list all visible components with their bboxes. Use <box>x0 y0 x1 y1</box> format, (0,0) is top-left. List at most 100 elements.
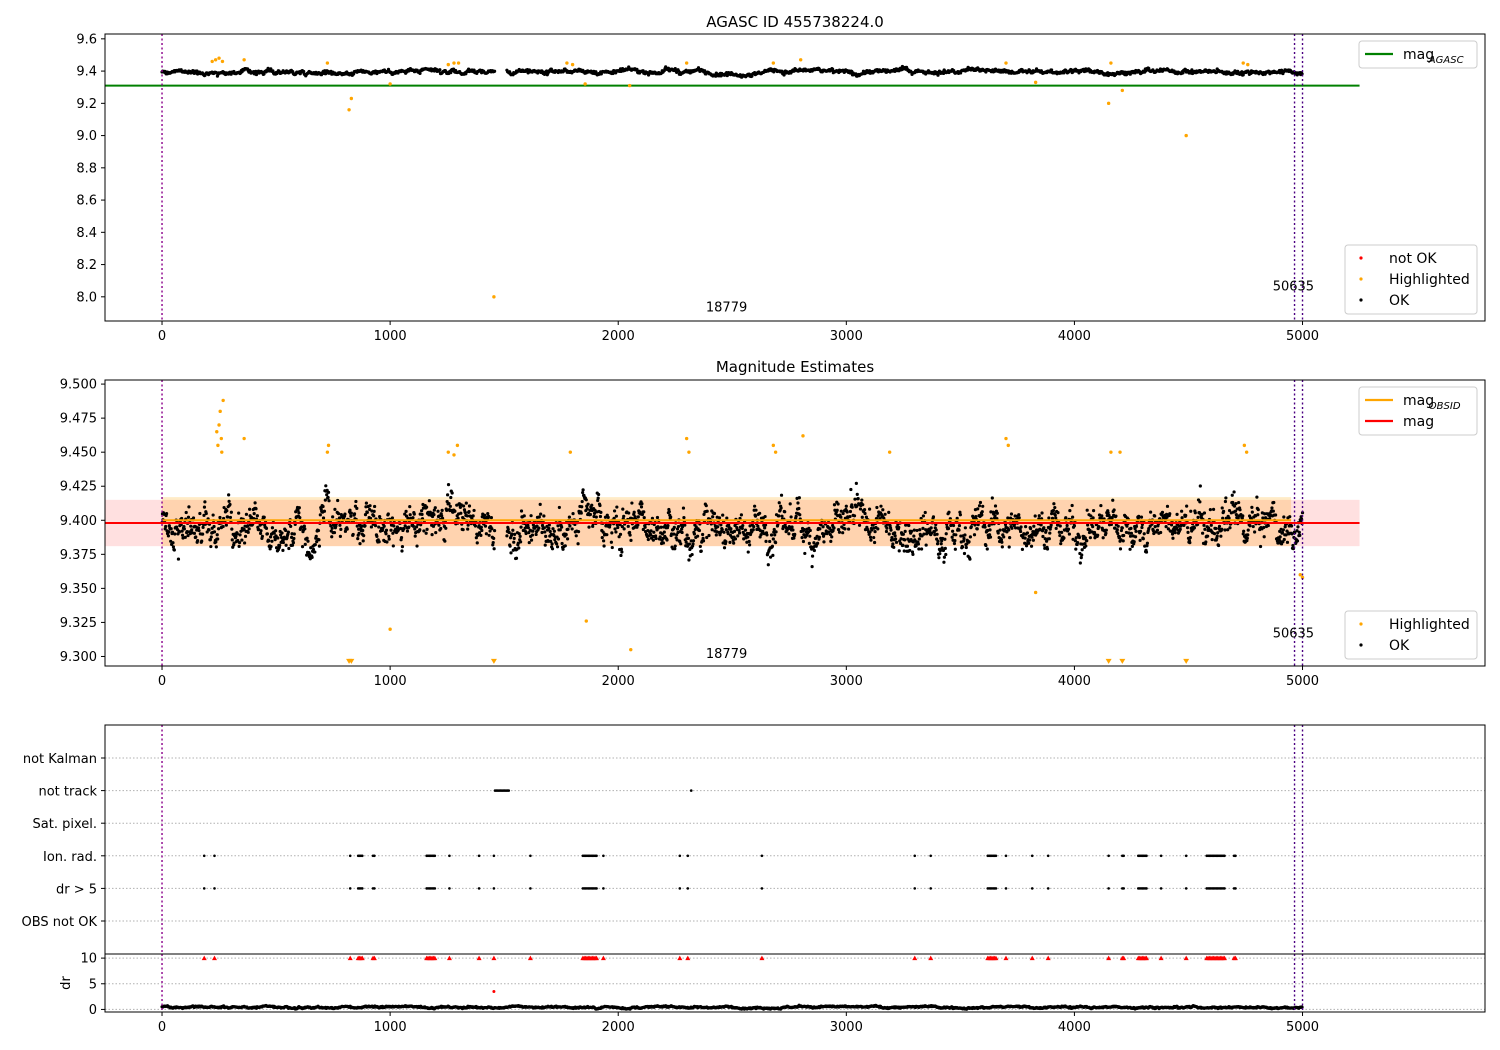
ok-point <box>420 509 424 513</box>
ok-point <box>537 515 541 519</box>
ok-point <box>338 534 342 538</box>
off-scale-triangle <box>1105 658 1112 664</box>
ok-point <box>1054 516 1058 520</box>
ok-point <box>652 530 656 534</box>
ok-point <box>229 510 233 514</box>
ok-point <box>1073 539 1077 543</box>
ok-point <box>467 509 471 514</box>
ok-point <box>303 542 307 546</box>
ok-point <box>1256 507 1260 512</box>
ok-point <box>1245 539 1249 543</box>
panel1-ytick-label: 8.2 <box>76 258 97 273</box>
ok-point <box>483 524 488 528</box>
ok-point <box>549 539 553 544</box>
ok-point <box>461 504 466 508</box>
ok-point <box>1070 503 1074 508</box>
ok-point <box>1000 545 1004 549</box>
ok-point <box>287 546 291 551</box>
highlighted-point <box>799 58 803 62</box>
ok-point <box>420 512 424 517</box>
panel1-bottom-legend-marker <box>1359 256 1363 260</box>
ok-point <box>362 534 366 538</box>
ok-point <box>313 550 317 554</box>
ok-point <box>1086 523 1090 527</box>
ok-point <box>479 533 483 537</box>
ok-point <box>1206 526 1211 530</box>
ok-point <box>333 507 337 511</box>
highlighted-point <box>687 450 691 454</box>
ok-point <box>580 505 584 509</box>
ok-point <box>747 539 751 544</box>
ok-point <box>1096 533 1100 537</box>
ok-point <box>1216 531 1220 535</box>
ok-point <box>1080 548 1084 552</box>
flag-marker <box>929 854 933 858</box>
ok-point <box>917 537 921 541</box>
ok-point <box>914 544 918 548</box>
ok-point <box>808 528 812 533</box>
ok-point <box>602 544 606 548</box>
ok-point <box>492 547 496 551</box>
ok-point <box>227 493 231 497</box>
ok-point <box>400 545 405 549</box>
ok-point <box>336 512 341 516</box>
ok-point <box>722 546 727 550</box>
ok-point <box>1089 514 1093 518</box>
panel1-xtick-label: 3000 <box>830 329 863 344</box>
panel2-xtick-label: 0 <box>158 674 166 689</box>
ok-point <box>1282 515 1286 519</box>
ok-point <box>591 524 595 528</box>
ok-point <box>1053 513 1057 517</box>
ok-point <box>1219 534 1223 538</box>
ok-point <box>212 530 217 534</box>
flag-marker <box>529 887 532 890</box>
ok-point <box>254 72 259 77</box>
ok-point <box>490 527 494 531</box>
ok-point <box>729 527 733 531</box>
ok-point <box>832 526 836 530</box>
ok-point <box>1064 516 1068 520</box>
ok-point <box>673 544 677 548</box>
ok-point <box>981 504 985 508</box>
ok-point <box>553 538 557 542</box>
ok-point <box>592 511 597 516</box>
ok-point <box>873 530 877 534</box>
ok-point <box>810 554 815 558</box>
ok-point <box>1079 555 1083 560</box>
ok-point <box>963 533 967 537</box>
ok-point <box>975 527 979 531</box>
obsid-annotation: 50635 <box>1273 626 1314 641</box>
ok-point <box>292 536 296 541</box>
ok-point <box>590 503 594 507</box>
flag-marker <box>1004 887 1008 890</box>
ok-point <box>1284 533 1288 537</box>
ok-point <box>560 541 564 546</box>
ok-point <box>739 513 743 517</box>
ok-point <box>599 510 603 515</box>
ok-point <box>1238 508 1242 512</box>
ok-point <box>950 535 954 539</box>
ok-point <box>1208 508 1212 512</box>
ok-point <box>984 70 988 74</box>
highlighted-point <box>452 61 456 65</box>
ok-point <box>413 534 417 538</box>
ok-point <box>177 530 181 534</box>
ok-point <box>418 71 422 75</box>
ok-point <box>1220 506 1224 510</box>
ok-point <box>911 552 915 557</box>
ok-point <box>425 505 429 509</box>
ok-point <box>705 535 709 540</box>
highlighted-point <box>213 58 218 62</box>
ok-point <box>1159 530 1163 535</box>
ok-point <box>667 510 671 514</box>
ok-point <box>1258 544 1263 549</box>
panel1-ytick-label: 9.6 <box>76 32 97 47</box>
ok-point <box>364 501 369 505</box>
ok-point <box>402 527 406 531</box>
panel2-xtick-label: 5000 <box>1286 674 1319 689</box>
ok-point <box>1145 544 1149 548</box>
ok-point <box>1056 511 1060 515</box>
panel2-ytick-label: 9.500 <box>60 378 97 393</box>
ok-point <box>507 530 511 535</box>
panel1-bottom-legend-marker <box>1359 277 1363 281</box>
